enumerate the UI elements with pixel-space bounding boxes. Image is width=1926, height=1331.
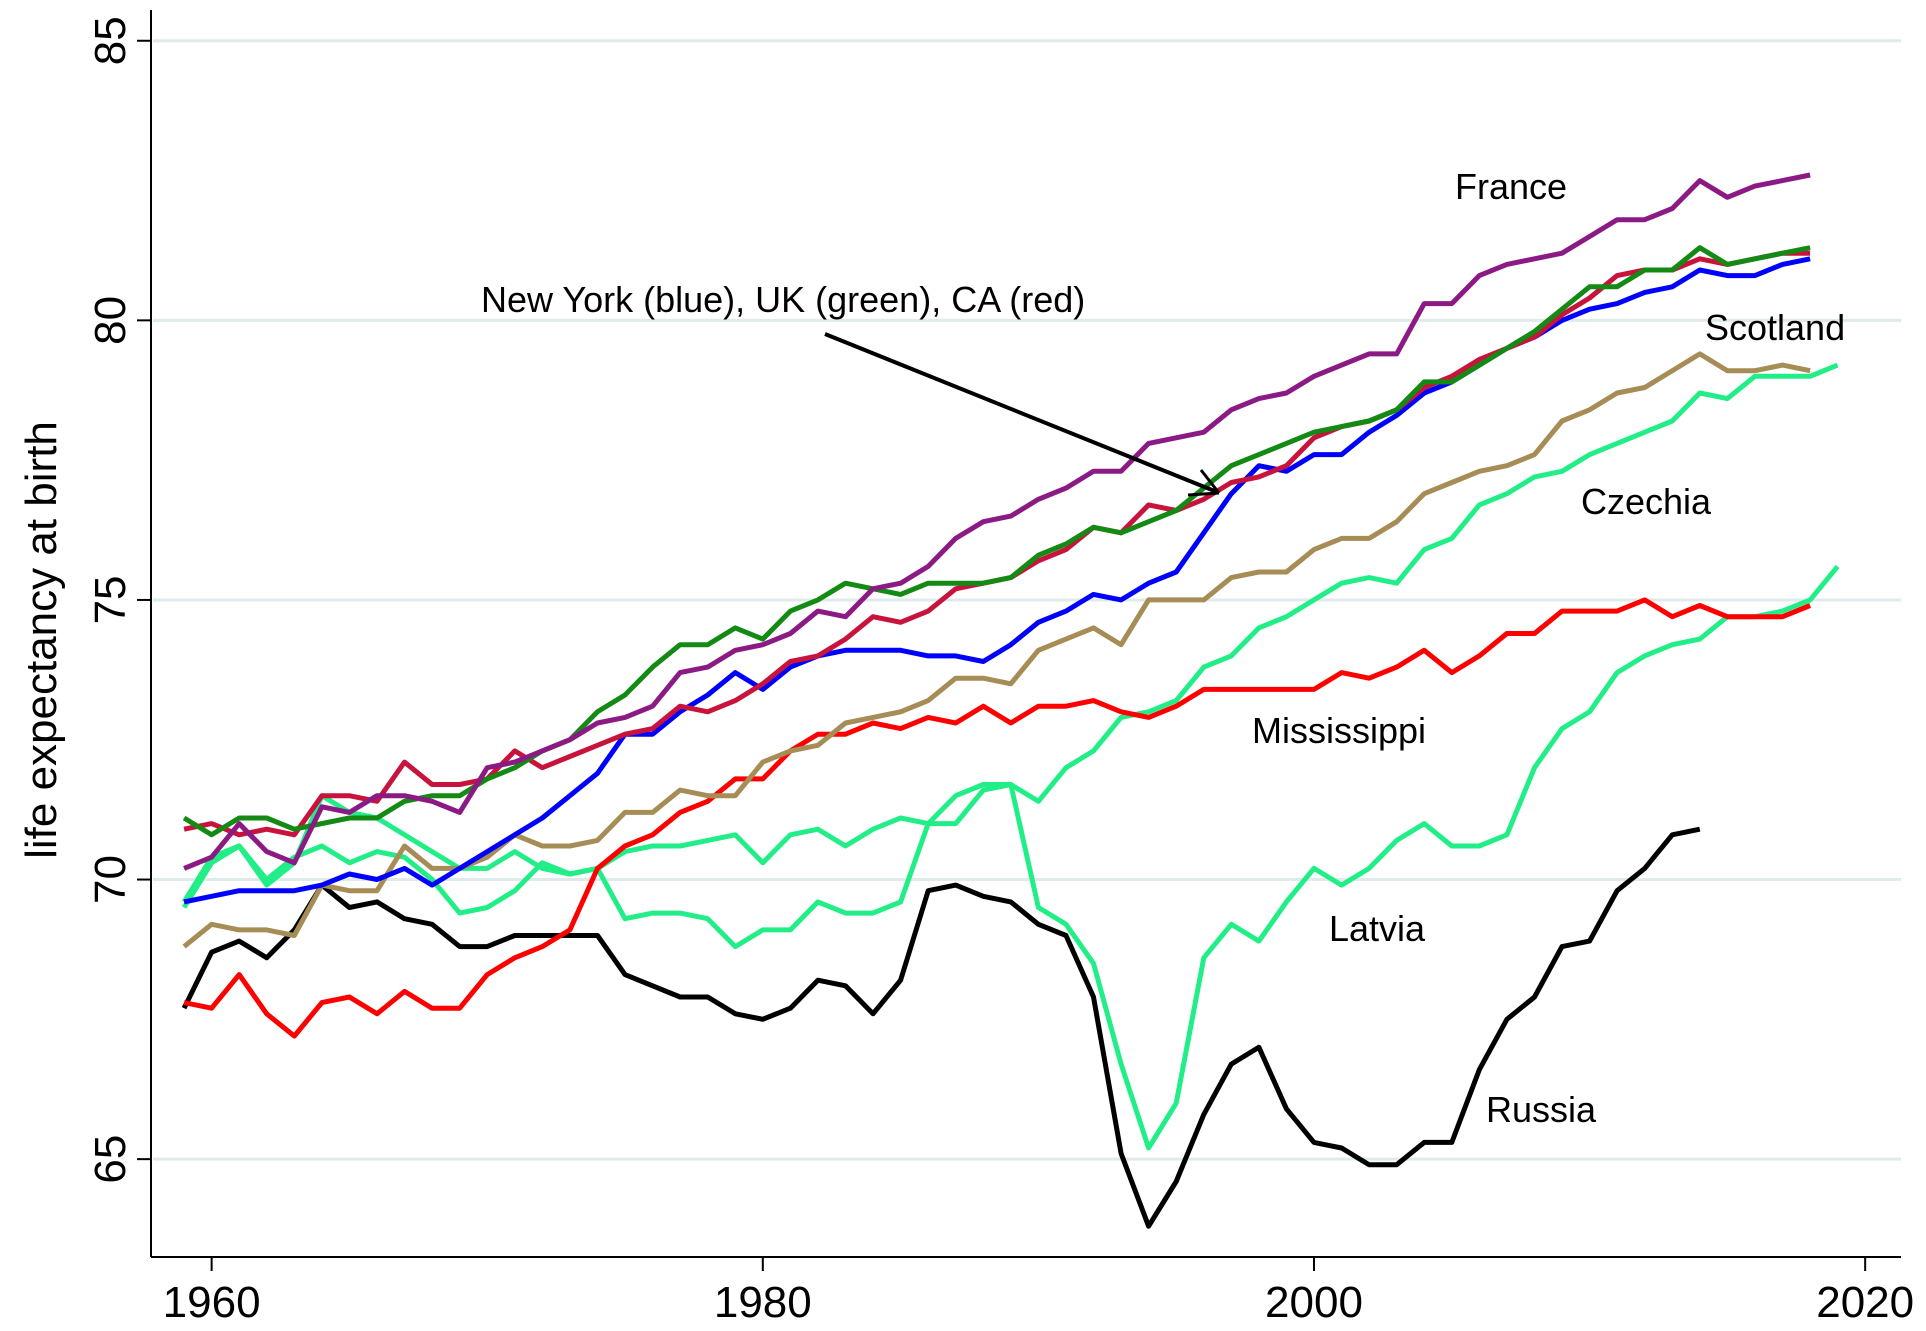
y-tick-label: 65 — [86, 1135, 135, 1184]
y-tick-label: 80 — [86, 296, 135, 345]
x-tick-label: 1980 — [714, 1278, 812, 1327]
series-label: Mississippi — [1252, 710, 1426, 751]
series-line — [182, 245, 1811, 838]
series-label: Scotland — [1705, 307, 1845, 348]
arrow-head — [1187, 469, 1221, 497]
series-label: Latvia — [1329, 908, 1426, 949]
series-line — [183, 250, 1811, 838]
x-tick-label: 2000 — [1265, 1278, 1363, 1327]
series-line — [181, 564, 1840, 1151]
annotation: New York (blue), UK (green), CA (red) — [481, 279, 1085, 320]
series-line — [181, 826, 1701, 1229]
series-label: Russia — [1486, 1089, 1597, 1130]
series-label: Czechia — [1581, 481, 1712, 522]
x-tick-label: 2020 — [1816, 1278, 1914, 1327]
y-tick-label: 70 — [86, 855, 135, 904]
y-tick-label: 75 — [86, 575, 135, 624]
y-tick-label: 85 — [86, 16, 135, 65]
x-tick-label: 1960 — [163, 1278, 261, 1327]
series-label: France — [1455, 166, 1567, 207]
series-line — [183, 172, 1811, 871]
y-axis-label: life expectancy at birth — [17, 421, 66, 859]
series-line — [183, 597, 1812, 1039]
annotation-arrow — [824, 332, 1218, 494]
series-line — [181, 362, 1839, 904]
